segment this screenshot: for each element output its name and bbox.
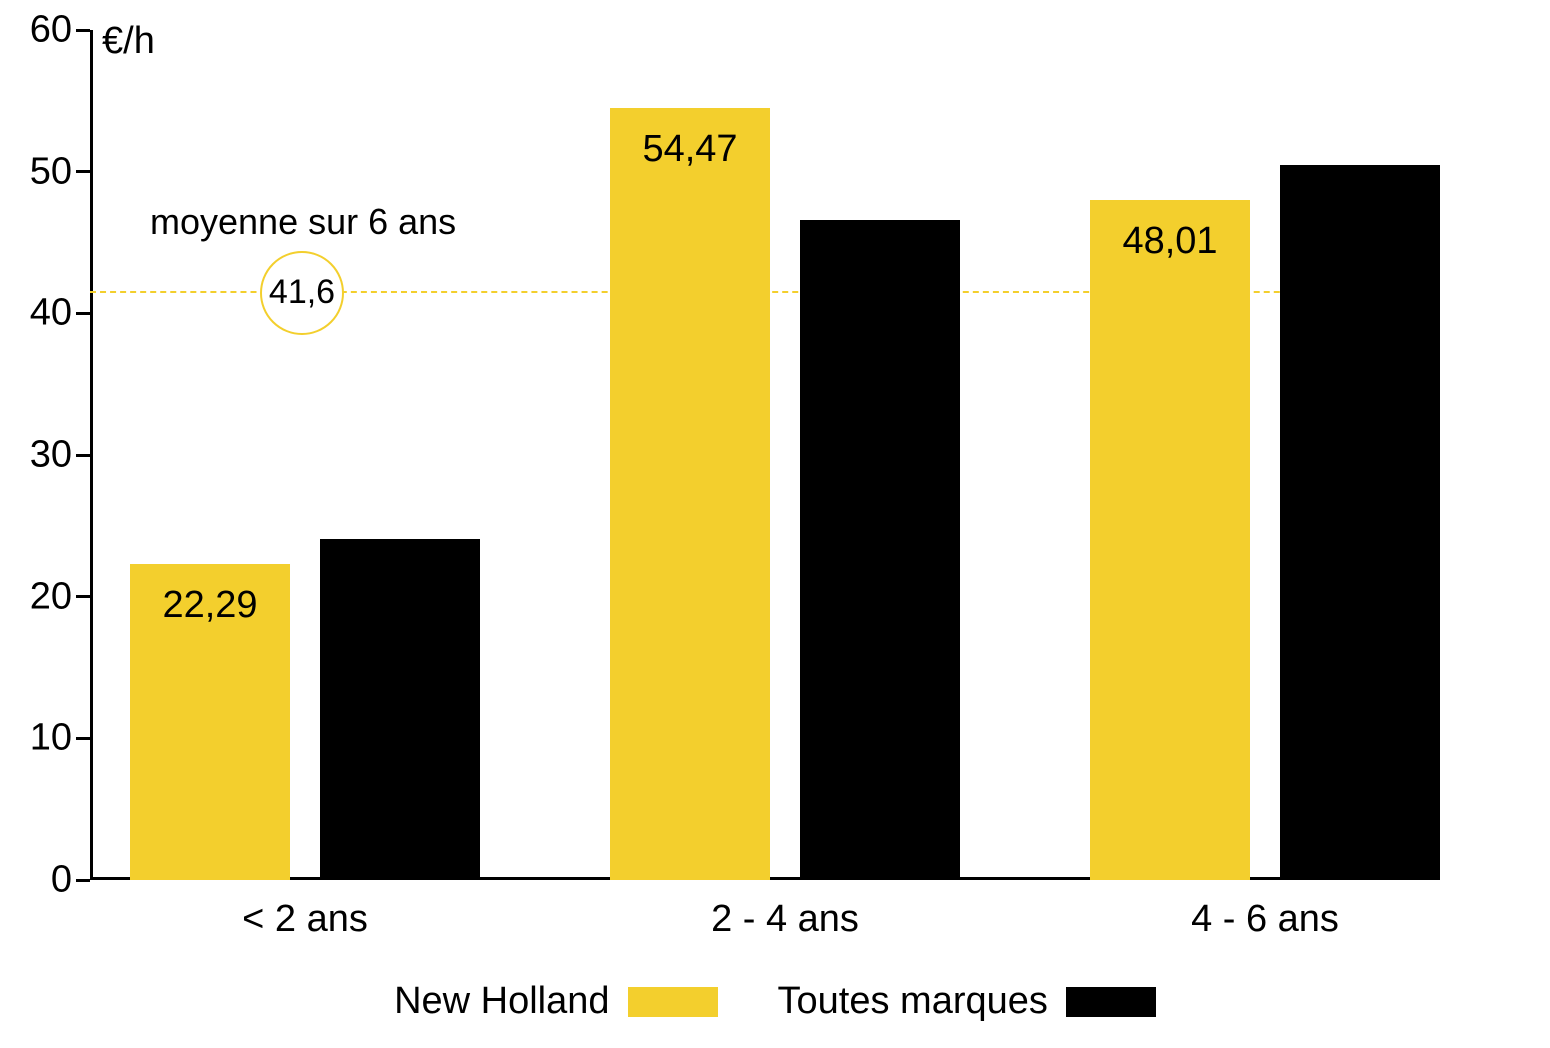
legend-label: Toutes marques [778, 980, 1048, 1023]
average-value-badge: 41,6 [260, 251, 344, 335]
average-label: moyenne sur 6 ans [150, 201, 456, 243]
category-label: 2 - 4 ans [711, 898, 859, 941]
bar [320, 539, 480, 880]
y-tick [76, 312, 90, 315]
y-tick-label: 60 [20, 9, 72, 52]
chart-container: €/h 0 10 20 30 40 50 60 moyenne sur 6 ans 41,6 22… [0, 0, 1550, 1048]
bar [1090, 200, 1250, 880]
y-tick-label: 20 [20, 575, 72, 618]
y-tick-label: 0 [20, 859, 72, 902]
bar-value-label: 48,01 [1122, 220, 1217, 263]
y-tick [76, 29, 90, 32]
y-tick-label: 10 [20, 717, 72, 760]
y-tick [76, 737, 90, 740]
category-label: < 2 ans [242, 898, 368, 941]
y-tick [76, 170, 90, 173]
legend-swatch [628, 987, 718, 1017]
category-label: 4 - 6 ans [1191, 898, 1339, 941]
plot-area: €/h 0102030405060moyenne sur 6 ans41,622… [90, 30, 1350, 880]
y-tick [76, 879, 90, 882]
bar-value-label: 22,29 [162, 584, 257, 627]
legend-swatch [1066, 987, 1156, 1017]
bar-value-label: 54,47 [642, 128, 737, 171]
legend: New Holland Toutes marques [0, 980, 1550, 1023]
y-axis-unit: €/h [102, 20, 155, 63]
legend-item: Toutes marques [778, 980, 1156, 1023]
y-tick-label: 50 [20, 150, 72, 193]
y-tick-label: 30 [20, 434, 72, 477]
y-tick [76, 454, 90, 457]
bar [1280, 165, 1440, 880]
legend-label: New Holland [394, 980, 609, 1023]
y-tick [76, 595, 90, 598]
legend-item: New Holland [394, 980, 717, 1023]
bar [800, 220, 960, 880]
y-axis [90, 30, 93, 880]
bar [610, 108, 770, 880]
y-tick-label: 40 [20, 292, 72, 335]
